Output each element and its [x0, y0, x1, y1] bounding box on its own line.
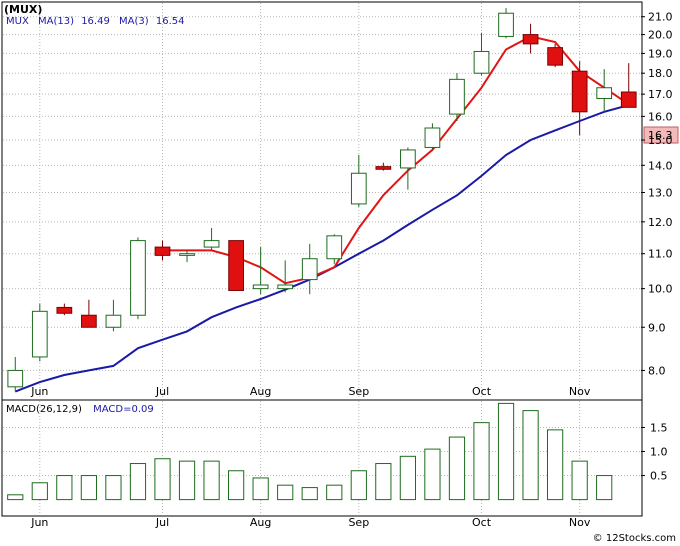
candle-body [620, 91, 637, 108]
legend-symbol: MUX [6, 16, 29, 27]
candle-body [154, 246, 171, 256]
macd-x-tick-label: Aug [250, 516, 271, 529]
candle-body [498, 12, 514, 37]
candle-body [350, 172, 367, 205]
macd-x-tick-label: Jul [155, 516, 169, 529]
macd-bar [350, 470, 367, 501]
macd-bar [375, 463, 392, 501]
macd-bar [522, 410, 539, 501]
candle-body [252, 284, 269, 290]
legend-ma3-value: 16.54 [156, 16, 185, 27]
candle-body [56, 306, 73, 314]
last-price-label: 16.3 [648, 129, 673, 142]
macd-x-tick-label: Oct [472, 516, 492, 529]
candle-body [31, 310, 48, 358]
macd-bar [326, 484, 343, 501]
price-x-tick-label: Oct [472, 385, 492, 398]
candle-body [326, 235, 343, 260]
macd-bar [399, 455, 416, 501]
macd-x-tick-label: Jun [30, 516, 48, 529]
candle-body [522, 34, 539, 45]
macd-bar [129, 463, 147, 501]
price-y-tick-label: 17.0 [648, 88, 673, 101]
price-y-tick-label: 10.0 [648, 283, 673, 296]
candle-body [81, 314, 97, 328]
price-x-tick-label: Sep [348, 385, 369, 398]
macd-y-tick-label: 1.5 [650, 421, 668, 434]
legend-ma13-label: MA(13) [38, 16, 74, 27]
candle-body [228, 240, 244, 291]
price-y-tick-label: 12.0 [648, 216, 673, 229]
footer-credit: © 12Stocks.com [592, 533, 676, 544]
candle-body [424, 127, 441, 148]
candle-body [179, 253, 195, 256]
price-x-tick-label: Jun [30, 385, 48, 398]
ma13-line [14, 104, 629, 393]
candle-body [571, 70, 588, 113]
macd-title: MACD(26,12,9) [6, 404, 82, 415]
price-y-tick-label: 21.0 [648, 11, 673, 24]
candle-body [105, 314, 122, 328]
macd-bar [252, 477, 269, 501]
last-price-box [643, 126, 679, 144]
price-legend: MUX MA(13) 16.49 MA(3) 16.54 [6, 16, 184, 27]
macd-bar [547, 429, 564, 501]
macd-bar [203, 460, 220, 501]
price-y-tick-label: 11.0 [648, 248, 673, 261]
macd-bar [178, 460, 196, 501]
price-y-tick-label: 18.0 [648, 67, 673, 80]
price-y-tick-label: 14.0 [648, 159, 673, 172]
price-y-tick-label: 9.0 [648, 321, 666, 334]
macd-panel-frame [1, 399, 643, 517]
price-y-tick-label: 19.0 [648, 47, 673, 60]
macd-bar [301, 487, 318, 501]
macd-x-tick-label: Sep [348, 516, 369, 529]
macd-bar [56, 475, 73, 501]
price-y-tick-label: 20.0 [648, 29, 673, 42]
candle-body [596, 87, 613, 99]
price-x-tick-label: Nov [569, 385, 591, 398]
macd-bar [105, 475, 122, 501]
macd-legend: MACD(26,12,9) MACD=0.09 [6, 404, 154, 415]
macd-x-tick-label: Nov [569, 516, 591, 529]
macd-bar [7, 494, 24, 501]
candle-body [7, 369, 24, 388]
macd-value-label: MACD=0.09 [93, 404, 154, 415]
macd-bar [80, 475, 97, 501]
candle-body [301, 258, 318, 281]
price-y-tick-label: 16.0 [648, 110, 673, 123]
macd-bar [228, 470, 245, 501]
price-x-tick-label: Aug [250, 385, 271, 398]
candle-body [277, 284, 294, 290]
candle-body [473, 50, 490, 74]
macd-y-tick-label: 1.0 [650, 446, 668, 459]
macd-bar [596, 475, 613, 501]
candle-body [130, 240, 146, 316]
price-panel-frame [1, 1, 643, 401]
candle-body [449, 78, 465, 115]
candle-body [375, 166, 392, 170]
candle-body [547, 47, 563, 66]
chart-title: (MUX) [4, 3, 42, 16]
macd-bar [277, 484, 294, 501]
price-y-tick-label: 8.0 [648, 364, 666, 377]
macd-bar [31, 482, 48, 501]
macd-bar [448, 436, 466, 501]
macd-y-tick-label: 0.5 [650, 470, 668, 483]
legend-ma3-label: MA(3) [119, 16, 149, 27]
macd-bar [473, 422, 490, 501]
legend-ma13-value: 16.49 [81, 16, 110, 27]
macd-bar [571, 460, 588, 501]
macd-bar [497, 402, 515, 501]
candle-body [400, 149, 416, 169]
candle-body [203, 240, 220, 248]
price-x-tick-label: Jul [155, 385, 169, 398]
price-y-tick-label: 15.0 [648, 134, 673, 147]
macd-bar [424, 448, 441, 501]
price-y-tick-label: 13.0 [648, 186, 673, 199]
macd-bar [154, 458, 171, 501]
